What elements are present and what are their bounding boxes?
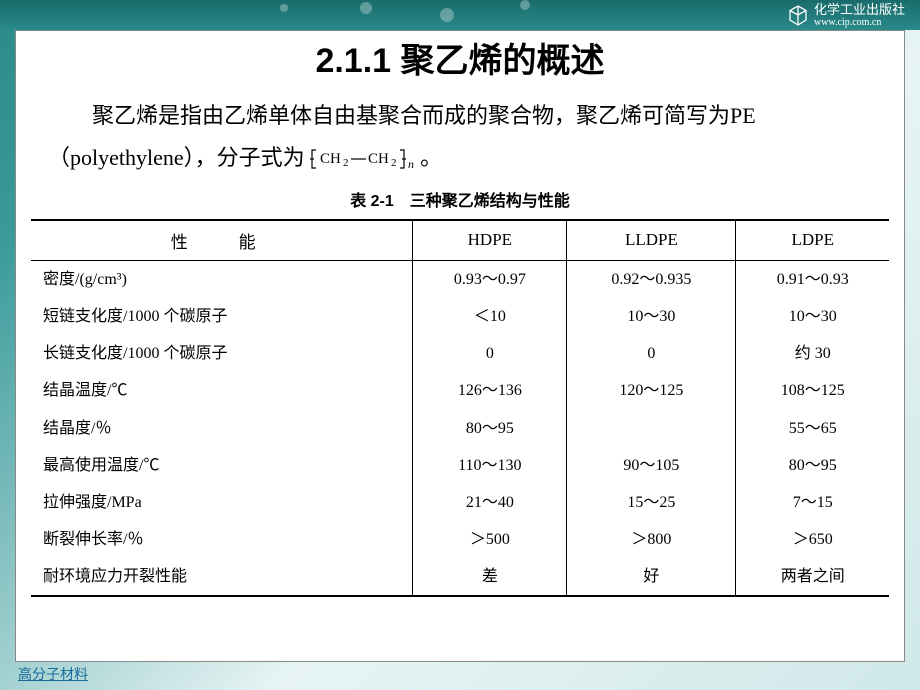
row-label: 结晶度/％ [31,410,413,447]
cell-value [567,410,736,447]
publisher-url: www.cip.com.cn [814,17,905,28]
cell-value: 120～125 [567,372,736,409]
cell-value: 0 [413,335,567,372]
col-header-ldpe: LDPE [736,220,889,261]
row-label: 结晶温度/℃ [31,372,413,409]
col-header-property: 性 能 [31,220,413,261]
molecular-formula: CH2CH2n [310,149,420,169]
table-row: 密度/(g/cm³)0.93～0.970.92～0.9350.91～0.93 [31,260,889,298]
cell-value: 0 [567,335,736,372]
top-bar: 化学工业出版社 www.cip.com.cn [0,0,920,30]
publisher-name: 化学工业出版社 [814,2,905,17]
page-title: 2.1.1 聚乙烯的概述 [16,39,904,83]
cell-value: 108～125 [736,372,889,409]
cell-value: 126～136 [413,372,567,409]
row-label: 密度/(g/cm³) [31,260,413,298]
row-label: 耐环境应力开裂性能 [31,558,413,596]
cell-value: 80～95 [413,410,567,447]
table-row: 耐环境应力开裂性能差好两者之间 [31,558,889,596]
svg-text:CH: CH [368,151,389,167]
cell-value: 10～30 [567,298,736,335]
cell-value: 10～30 [736,298,889,335]
footer-link[interactable]: 高分子材料 [18,664,88,684]
pe-properties-table: 性 能 HDPE LLDPE LDPE 密度/(g/cm³)0.93～0.970… [31,219,889,598]
cell-value: 15～25 [567,484,736,521]
intro-text-after: 。 [420,145,442,170]
cell-value: ＞500 [413,521,567,558]
svg-text:2: 2 [343,157,349,169]
publisher-badge: 化学工业出版社 www.cip.com.cn [788,3,905,28]
row-label: 断裂伸长率/％ [31,521,413,558]
row-label: 拉伸强度/MPa [31,484,413,521]
svg-text:CH: CH [320,151,341,167]
table-row: 拉伸强度/MPa21～4015～257～15 [31,484,889,521]
cell-value: 两者之间 [736,558,889,596]
cell-value: 55～65 [736,410,889,447]
svg-text:n: n [408,157,414,170]
cell-value: ＞650 [736,521,889,558]
cell-value: 90～105 [567,447,736,484]
cell-value: 110～130 [413,447,567,484]
table-row: 长链支化度/1000 个碳原子00约 30 [31,335,889,372]
table-header-row: 性 能 HDPE LLDPE LDPE [31,220,889,261]
table-row: 最高使用温度/℃110～13090～10580～95 [31,447,889,484]
table-row: 结晶温度/℃126～136120～125108～125 [31,372,889,409]
table-row: 断裂伸长率/％＞500＞800＞650 [31,521,889,558]
cell-value: 21～40 [413,484,567,521]
table-body: 密度/(g/cm³)0.93～0.970.92～0.9350.91～0.93短链… [31,260,889,596]
cell-value: 好 [567,558,736,596]
col-header-hdpe: HDPE [413,220,567,261]
cell-value: 0.93～0.97 [413,260,567,298]
cell-value: 约 30 [736,335,889,372]
row-label: 最高使用温度/℃ [31,447,413,484]
cell-value: 7～15 [736,484,889,521]
content-card: 2.1.1 聚乙烯的概述 聚乙烯是指由乙烯单体自由基聚合而成的聚合物，聚乙烯可简… [15,30,905,662]
cell-value: ＞800 [567,521,736,558]
table-row: 结晶度/％80～95 55～65 [31,410,889,447]
table-caption: 表 2-1 三种聚乙烯结构与性能 [16,187,904,211]
intro-paragraph: 聚乙烯是指由乙烯单体自由基聚合而成的聚合物，聚乙烯可简写为PE（polyethy… [16,95,904,179]
cell-value: 0.91～0.93 [736,260,889,298]
decorative-bubbles [0,0,920,30]
cell-value: ＜10 [413,298,567,335]
cell-value: 80～95 [736,447,889,484]
publisher-cube-icon [788,5,808,27]
cell-value: 0.92～0.935 [567,260,736,298]
cell-value: 差 [413,558,567,596]
table-row: 短链支化度/1000 个碳原子＜1010～3010～30 [31,298,889,335]
row-label: 短链支化度/1000 个碳原子 [31,298,413,335]
col-header-lldpe: LLDPE [567,220,736,261]
svg-text:2: 2 [391,157,397,169]
row-label: 长链支化度/1000 个碳原子 [31,335,413,372]
